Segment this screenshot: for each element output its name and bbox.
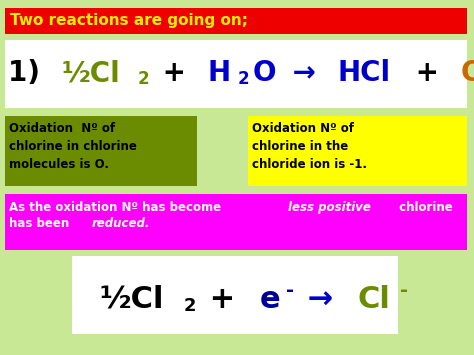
FancyBboxPatch shape	[5, 194, 467, 250]
Text: H: H	[208, 59, 231, 87]
Text: +: +	[406, 59, 449, 87]
Text: OH: OH	[461, 59, 474, 87]
Text: Oxidation Nº of
chlorine in the
chloride ion is -1.: Oxidation Nº of chlorine in the chloride…	[252, 122, 367, 171]
Text: less positive: less positive	[288, 201, 371, 214]
Text: →: →	[283, 59, 325, 87]
Text: Cl: Cl	[357, 284, 390, 313]
Text: ½Cl: ½Cl	[62, 59, 120, 87]
Text: chlorine: chlorine	[395, 201, 453, 214]
Text: -: -	[400, 282, 408, 300]
Text: 2: 2	[137, 70, 149, 88]
Text: 2: 2	[237, 70, 249, 88]
FancyBboxPatch shape	[5, 8, 467, 34]
FancyBboxPatch shape	[5, 116, 197, 186]
FancyBboxPatch shape	[5, 40, 467, 108]
Text: -: -	[286, 282, 294, 300]
FancyBboxPatch shape	[248, 116, 467, 186]
Text: +: +	[153, 59, 195, 87]
Text: e: e	[260, 284, 281, 313]
Text: As the oxidation Nº has become: As the oxidation Nº has become	[9, 201, 225, 214]
Text: O: O	[252, 59, 276, 87]
Text: +: +	[200, 284, 246, 313]
Text: has been: has been	[9, 217, 73, 230]
Text: 2: 2	[183, 297, 196, 315]
Text: ½Cl: ½Cl	[100, 284, 164, 313]
Text: HCl: HCl	[337, 59, 391, 87]
Text: →: →	[297, 284, 344, 313]
Text: Oxidation  Nº of
chlorine in chlorine
molecules is O.: Oxidation Nº of chlorine in chlorine mol…	[9, 122, 137, 171]
Text: Two reactions are going on;: Two reactions are going on;	[10, 13, 248, 28]
FancyBboxPatch shape	[72, 256, 398, 334]
Text: 1): 1)	[8, 59, 50, 87]
Text: reduced.: reduced.	[92, 217, 150, 230]
